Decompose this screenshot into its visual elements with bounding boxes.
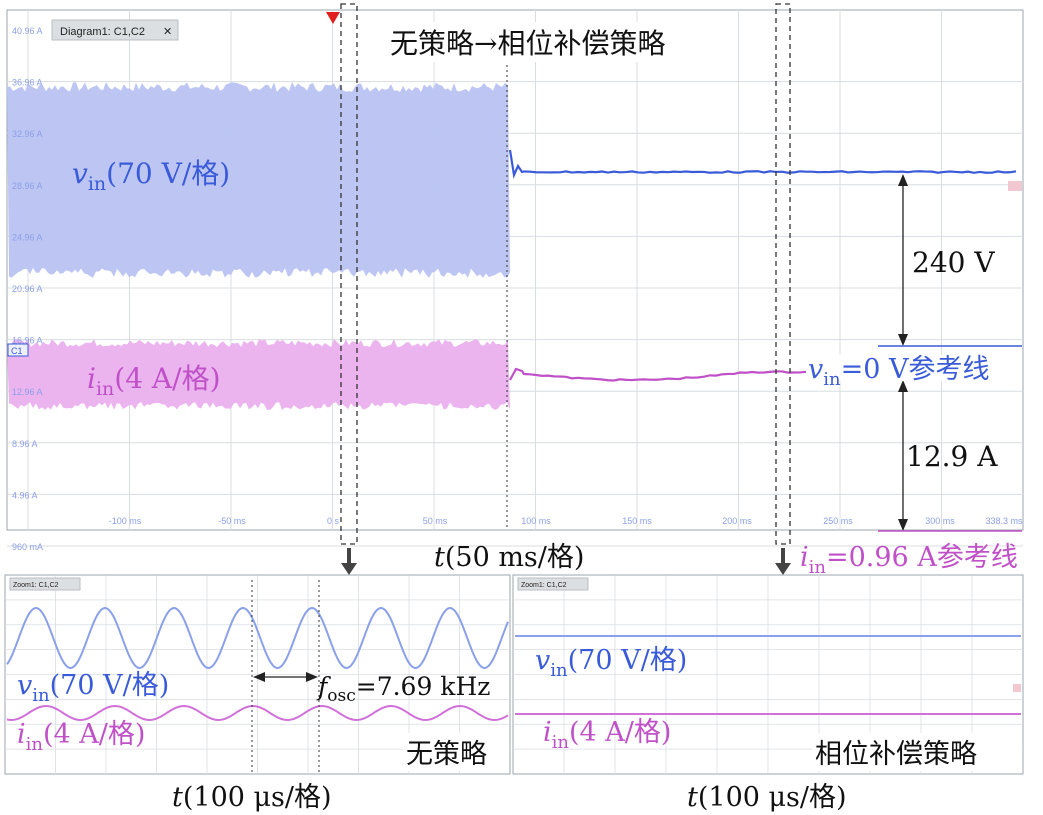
- y-tick-label: 8.96 A: [12, 439, 38, 449]
- main-x-tick-labels: -100 ms -50 ms 0 s 50 ms 100 ms 150 ms 200 ms 2…: [109, 516, 1023, 526]
- zoom-left-tab-title: Zoom1: C1,C2: [13, 582, 59, 589]
- y-tick-label: 32.96 A: [12, 129, 43, 139]
- x-tick-label: 338.3 ms: [985, 516, 1023, 526]
- dc-current-value: 12.9 A: [906, 440, 998, 473]
- strategy-title-bg: [386, 22, 736, 62]
- dc-current-arrow: [898, 380, 908, 531]
- zoom-right-down-arrow-icon: [775, 548, 791, 575]
- x-tick-label: -100 ms: [109, 516, 142, 526]
- x-tick-label: 250 ms: [823, 516, 853, 526]
- dc-voltage-arrow: [898, 174, 908, 346]
- zoom-right-caption: 相位补偿策略: [815, 739, 977, 770]
- zoom-right-time-axis-label: t(100 μs/格): [687, 782, 847, 813]
- dc-voltage-value: 240 V: [912, 246, 995, 279]
- main-tab-title: Diagram1: C1,C2: [60, 26, 145, 38]
- y-tick-label: 960 mA: [12, 542, 43, 552]
- y-tick-label: 24.96 A: [12, 232, 43, 242]
- zoom-right-iin-label: iin(4 A/格): [543, 717, 671, 753]
- iin-label-tail: (4 A/格): [114, 362, 220, 395]
- zoom-right-tab[interactable]: [517, 577, 589, 591]
- c1-channel-tag-label: C1: [11, 346, 23, 356]
- vin-label: vin(70 V/格): [72, 157, 230, 195]
- zoom-right-offset-marker-icon: [1013, 684, 1021, 692]
- strategy-transition-title: 无策略→相位补偿策略: [390, 27, 665, 60]
- y-tick-label: 4.96 A: [12, 490, 38, 500]
- iin-oscillation-band: [7, 339, 510, 410]
- zoom-left-traces: [6, 606, 509, 722]
- y-tick-label: 12.96 A: [12, 387, 43, 397]
- x-tick-label: 50 ms: [423, 516, 448, 526]
- zoom-right-grid: [513, 575, 1023, 774]
- y-tick-label: 16.96 A: [12, 336, 43, 346]
- zoom-right-tab-title: Zoom1: C1,C2: [521, 582, 567, 589]
- x-tick-label: 150 ms: [622, 516, 652, 526]
- zoom-right-vin-label: vin(70 V/格): [535, 645, 687, 681]
- zoom-left-caption-bg: [403, 733, 509, 771]
- y-tick-label: 28.96 A: [12, 181, 43, 191]
- main-signal-bands: [7, 82, 510, 410]
- zoom-left-vin-trace: [6, 606, 509, 670]
- x-tick-label: -50 ms: [218, 516, 246, 526]
- zoom-left-vin-label: vin(70 V/格): [17, 670, 169, 706]
- x-tick-label: 100 ms: [521, 516, 551, 526]
- x-tick-label: 300 ms: [925, 516, 955, 526]
- zoom-left-caption: 无策略: [406, 739, 487, 770]
- zoom-right-traces: [515, 635, 1021, 715]
- main-scope-panel: 40.96 A 36.96 A 32.96 A 28.96 A 24.96 A 20.96…: [6, 3, 1024, 552]
- vin-label-sub: in: [88, 173, 106, 195]
- zoom-window-right: [775, 3, 791, 545]
- y-tick-label: 36.96 A: [12, 78, 43, 88]
- zoom-left-panel: Zoom1: C1,C2 fosc=7.69 kHz vin(70 V/格) i…: [4, 574, 511, 775]
- zoom-right-panel: Zoom1: C1,C2 vin(70 V/格) iin(4 A/格) 相位补偿…: [512, 574, 1024, 775]
- zoom-left-down-arrow-icon: [341, 548, 357, 575]
- y-tick-label: 20.96 A: [12, 284, 43, 294]
- vin-trace: [508, 149, 1017, 179]
- zoom-left-iin-label: iin(4 A/格): [17, 719, 145, 755]
- zoom-left-tab[interactable]: [9, 577, 81, 591]
- right-offset-marker-icon: [1008, 181, 1022, 191]
- vin-oscillation-band: [7, 82, 510, 278]
- vin-label-main: v: [72, 157, 88, 190]
- zoom-left-iin-trace: [6, 704, 509, 722]
- vin-reference-bg: [806, 355, 1020, 381]
- x-tick-label: 0 s: [327, 516, 340, 526]
- vin-reference-label: vin=0 V参考线: [808, 354, 990, 390]
- main-time-axis-label: t(50 ms/格): [434, 542, 584, 573]
- iin-reference-label: iin=0.96 A参考线: [800, 542, 1018, 578]
- fosc-label: fosc=7.69 kHz: [316, 672, 490, 706]
- c1-channel-tag[interactable]: [7, 343, 29, 357]
- zoom-window-left: [340, 3, 358, 545]
- x-tick-label: 200 ms: [722, 516, 752, 526]
- zoom-right-caption-bg: [812, 733, 1022, 771]
- iin-label: iin(4 A/格): [87, 362, 221, 400]
- main-y-tick-labels: 40.96 A 36.96 A 32.96 A 28.96 A 24.96 A 20.96…: [12, 26, 43, 552]
- iin-label-sub: in: [96, 378, 114, 400]
- y-tick-label: 40.96 A: [12, 26, 43, 36]
- trigger-marker-icon[interactable]: [326, 12, 340, 24]
- zoom-left-time-axis-label: t(100 μs/格): [172, 782, 332, 813]
- period-arrow: [253, 672, 318, 682]
- vin-label-tail: (70 V/格): [106, 157, 230, 190]
- close-icon[interactable]: ✕: [163, 26, 172, 38]
- main-tab[interactable]: [51, 19, 179, 41]
- iin-label-main: i: [87, 362, 96, 395]
